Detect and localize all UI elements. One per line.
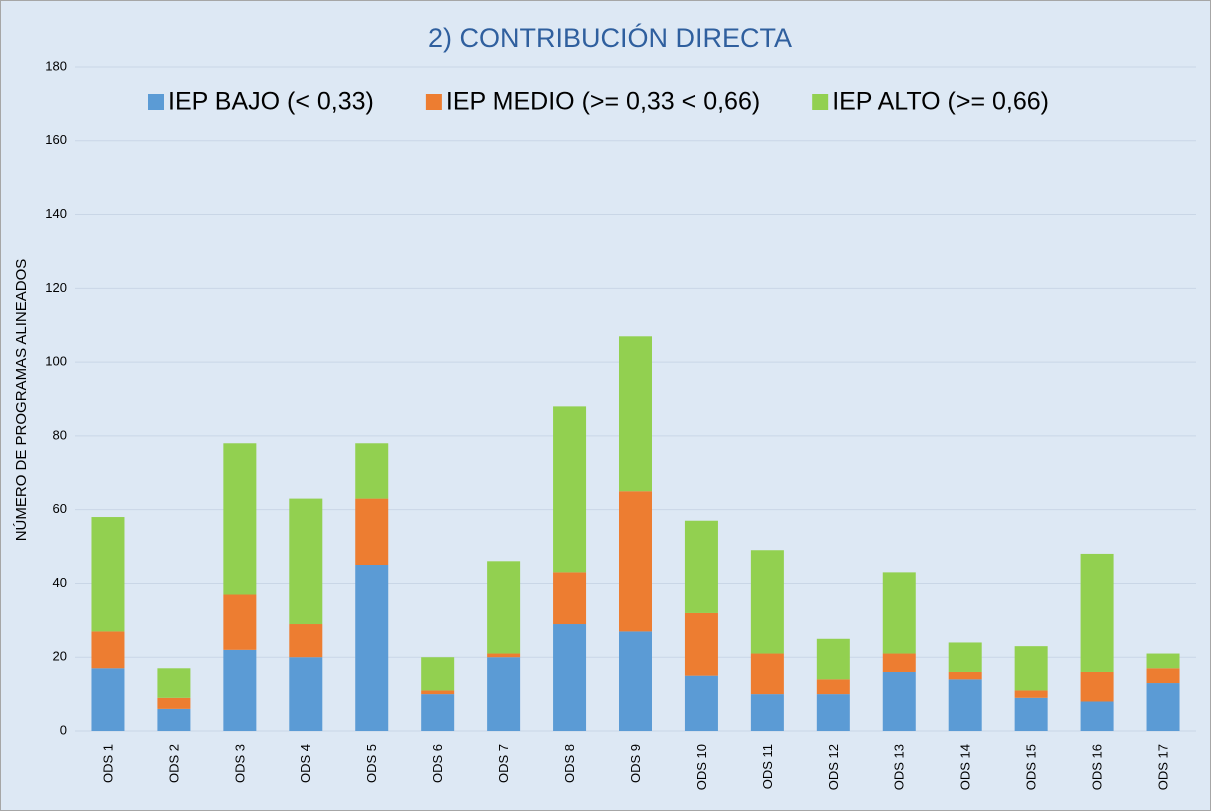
x-tick-label: ODS 5 <box>364 744 379 783</box>
x-tick-label: ODS 8 <box>562 744 577 783</box>
y-tick-label: 160 <box>45 132 67 147</box>
x-tick-label: ODS 7 <box>496 744 511 783</box>
bar-segment <box>553 624 587 731</box>
bar-segment <box>948 671 982 680</box>
bar-segment <box>750 694 784 731</box>
bar-segment <box>684 520 718 613</box>
bar-segment <box>289 498 323 625</box>
x-tick-label: ODS 4 <box>298 744 313 783</box>
bar-segment <box>816 679 850 695</box>
bar-segment <box>553 572 587 625</box>
bar-segment <box>816 694 850 731</box>
bar-segment <box>882 572 916 654</box>
bar-segment <box>619 491 652 632</box>
bar-segment <box>355 565 389 731</box>
bar-segment <box>684 612 718 676</box>
bar-segment <box>487 561 521 654</box>
y-tick-label: 120 <box>45 280 67 295</box>
chart-title: 2) CONTRIBUCIÓN DIRECTA <box>428 22 792 53</box>
bar-segment <box>355 498 389 565</box>
x-tick-label: ODS 12 <box>826 744 841 790</box>
bar-segment <box>1014 646 1048 691</box>
bar-segment <box>1146 653 1180 669</box>
x-tick-label: ODS 15 <box>1024 744 1039 790</box>
x-tick-label: ODS 13 <box>892 744 907 790</box>
y-tick-label: 100 <box>45 354 67 369</box>
bar-segment <box>421 694 455 731</box>
bar-segment <box>1014 697 1048 731</box>
legend-swatch <box>812 94 829 110</box>
y-tick-label: 140 <box>45 206 67 221</box>
bar-segment <box>223 649 257 731</box>
x-tick-label: ODS 17 <box>1155 744 1170 790</box>
bar-segment <box>487 653 521 658</box>
bar-segment <box>882 671 916 731</box>
x-tick-label: ODS 2 <box>166 744 181 783</box>
legend-swatch <box>148 94 164 110</box>
bar-segment <box>1146 668 1180 684</box>
x-tick-label: ODS 1 <box>100 744 115 783</box>
bar-segment <box>91 668 125 731</box>
bar-segment <box>355 443 389 499</box>
legend-swatch <box>425 94 442 110</box>
bar-segment <box>157 708 191 731</box>
x-tick-label: ODS 9 <box>628 744 643 783</box>
x-tick-label: ODS 6 <box>430 744 445 783</box>
bar-segment <box>223 594 257 650</box>
bar-segment <box>750 550 784 654</box>
bar-segment <box>223 443 257 595</box>
x-tick-label: ODS 3 <box>232 744 247 783</box>
bar-segment <box>553 406 587 573</box>
x-tick-label: ODS 16 <box>1090 744 1105 790</box>
bar-segment <box>948 642 982 672</box>
y-axis-label: NÚMERO DE PROGRAMAS ALINEADOS <box>13 259 30 542</box>
bar-segment <box>684 675 718 731</box>
bar-segment <box>948 679 982 731</box>
bar-segment <box>1080 553 1114 672</box>
bar-segment <box>1080 701 1114 731</box>
bar-segment <box>289 624 323 658</box>
bar-segment <box>157 697 191 709</box>
bar-segment <box>157 668 191 698</box>
x-tick-label: ODS 14 <box>958 744 973 790</box>
x-tick-label: ODS 11 <box>760 744 775 789</box>
bar-segment <box>421 690 455 695</box>
bar-segment <box>619 631 652 731</box>
bar-segment <box>289 657 323 731</box>
bar-segment <box>1080 671 1114 702</box>
legend-label: IEP BAJO (< 0,33) <box>168 88 374 116</box>
bar-segment <box>619 336 652 492</box>
bar-segment <box>1146 683 1180 731</box>
x-tick-label: ODS 10 <box>694 744 709 790</box>
y-tick-label: 80 <box>53 427 67 442</box>
y-tick-label: 0 <box>60 722 67 737</box>
y-tick-label: 180 <box>45 58 67 73</box>
bar-segment <box>487 657 521 731</box>
bar-segment <box>882 653 916 672</box>
legend-label: IEP MEDIO (>= 0,33 < 0,66) <box>446 88 760 116</box>
bar-segment <box>816 638 850 680</box>
y-tick-label: 40 <box>53 575 67 590</box>
y-tick-label: 20 <box>53 649 67 664</box>
y-tick-label: 60 <box>53 501 67 516</box>
legend-label: IEP ALTO (>= 0,66) <box>832 88 1049 116</box>
bar-segment <box>91 631 125 669</box>
bar-segment <box>750 653 784 695</box>
bar-segment <box>91 517 125 632</box>
bar-segment <box>421 657 455 691</box>
bar-segment <box>1014 690 1048 698</box>
